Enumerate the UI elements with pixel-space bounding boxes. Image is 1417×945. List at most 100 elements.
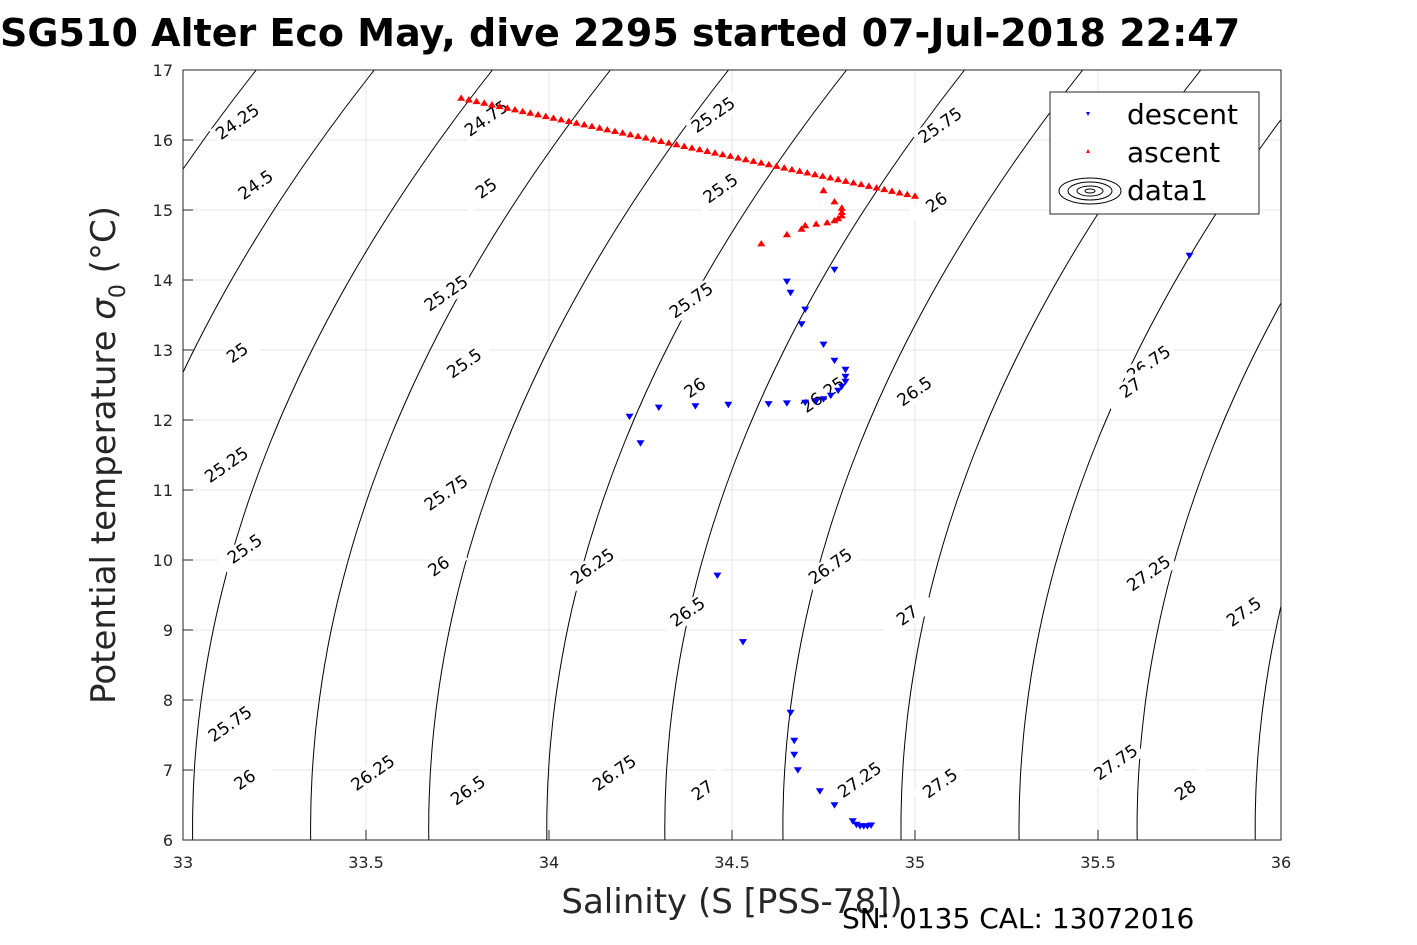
legend-descent-label: descent <box>1127 98 1238 131</box>
x-axis-ticks: 33 33.5 34 34.5 35 35.5 36 <box>173 830 1291 872</box>
density-contour-line <box>1136 302 1281 840</box>
ascent-marker <box>801 221 810 229</box>
contour-label-background <box>586 749 644 798</box>
contour-label-background <box>666 364 725 413</box>
ascent-marker <box>834 175 843 183</box>
ascent-marker <box>495 102 504 110</box>
ascent-marker <box>680 142 689 149</box>
ascent-marker <box>841 177 850 184</box>
ascent-marker <box>812 220 821 227</box>
y-tick-label: 16 <box>153 131 173 150</box>
ascent-marker <box>803 169 812 176</box>
ascent-marker <box>726 152 735 159</box>
ascent-marker <box>818 172 827 179</box>
ascent-marker <box>887 187 896 194</box>
descent-marker <box>837 383 846 390</box>
y-axis-label: Potential temperature σ0 (°C) <box>84 206 131 704</box>
descent-marker <box>724 401 733 409</box>
ascent-marker <box>757 159 766 166</box>
ascent-marker <box>626 130 635 138</box>
descent-marker <box>790 751 799 759</box>
y-tick-label: 12 <box>153 411 173 430</box>
contour-label-background <box>1157 766 1215 816</box>
ascent-marker <box>664 139 673 146</box>
ascent-marker <box>526 109 535 116</box>
descent-marker <box>834 387 843 395</box>
descent-marker <box>691 403 700 410</box>
ascent-marker <box>857 180 866 188</box>
ascent-marker <box>864 182 873 189</box>
serial-calibration-footer: SN: 0135 CAL: 13072016 <box>842 902 1194 935</box>
contour-label-background <box>201 700 260 749</box>
ascent-marker <box>564 117 573 125</box>
descent-marker <box>830 802 839 809</box>
contour-label-background <box>216 756 274 805</box>
descent-marker <box>713 572 722 579</box>
descent-marker <box>636 440 645 447</box>
legend-descent-marker <box>1086 112 1090 116</box>
contour-label-background <box>879 591 937 641</box>
ascent-marker <box>695 145 704 153</box>
ascent-marker <box>749 157 758 164</box>
contour-label-background <box>417 269 476 319</box>
descent-marker <box>801 306 810 313</box>
contour-label-background <box>564 542 622 592</box>
descent-marker <box>830 266 839 274</box>
contour-label-background <box>692 164 750 214</box>
density-contour-line <box>664 70 966 840</box>
ascent-marker <box>603 125 612 133</box>
density-contour-line <box>1254 603 1281 840</box>
density-contour-line <box>183 70 375 374</box>
ascent-marker <box>464 96 473 103</box>
legend-box <box>1049 91 1260 215</box>
contour-label-background <box>663 276 721 326</box>
x-tick-label: 34.5 <box>714 853 750 872</box>
contour-label-background <box>1215 588 1274 637</box>
contour-label-background <box>886 367 944 417</box>
descent-marker <box>801 399 810 407</box>
density-contour-line <box>546 70 848 840</box>
y-axis-label-symbol: σ <box>84 297 124 320</box>
contour-label-background <box>216 525 274 574</box>
x-axis-label: Salinity (S [PSS-78]) <box>561 882 902 922</box>
descent-marker <box>841 378 850 386</box>
density-contour-line <box>428 70 730 840</box>
ascent-marker <box>797 225 806 232</box>
ascent-marker <box>787 165 796 173</box>
descent-marker <box>812 398 821 405</box>
ascent-marker <box>634 132 643 140</box>
descent-marker <box>797 321 806 328</box>
descent-marker <box>848 818 857 825</box>
descent-marker <box>841 373 850 381</box>
contour-label-background <box>417 469 476 518</box>
descent-marker <box>815 788 824 795</box>
contour-label-background <box>802 542 860 592</box>
ascent-marker <box>511 106 520 113</box>
descent-marker <box>793 767 802 774</box>
ascent-marker <box>837 204 846 211</box>
ascent-marker <box>687 144 696 151</box>
y-tick-label: 8 <box>163 691 173 710</box>
ascent-marker <box>557 115 566 123</box>
x-tick-label: 35 <box>905 853 925 872</box>
ascent-marker <box>734 154 743 161</box>
y-tick-label: 6 <box>163 831 173 850</box>
descent-marker <box>819 341 828 348</box>
ascent-marker <box>711 149 720 156</box>
ascent-marker <box>503 104 512 111</box>
contour-label-background <box>439 766 498 816</box>
contour-label-background <box>674 766 732 816</box>
contour-label-background <box>436 339 494 389</box>
descent-series <box>625 252 1194 830</box>
ascent-marker <box>741 155 750 163</box>
ascent-marker <box>764 160 773 168</box>
descent-marker <box>625 413 634 421</box>
contour-label-background <box>831 756 889 805</box>
ascent-series <box>457 94 919 247</box>
ascent-marker <box>837 208 846 215</box>
ascent-marker <box>880 185 889 193</box>
contour-label-background <box>410 542 468 592</box>
y-tick-label: 9 <box>163 621 173 640</box>
contour-label-background <box>911 759 970 809</box>
